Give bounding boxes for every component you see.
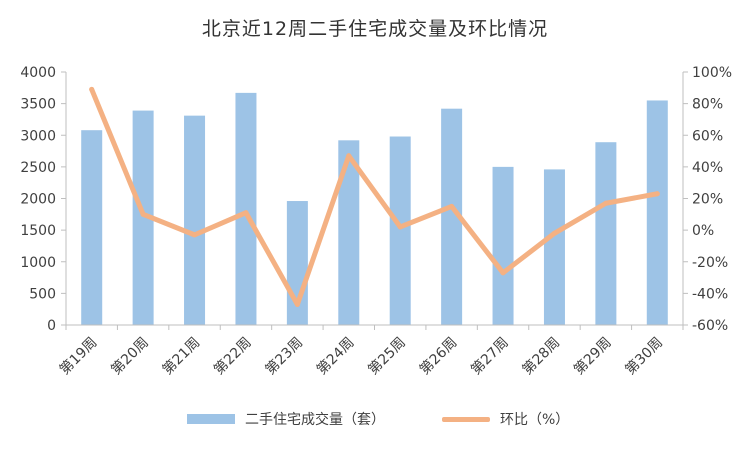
x-tick-label: 第26周	[416, 334, 460, 378]
y-right-tick-label: 60%	[692, 128, 723, 144]
legend-item-volume: 二手住宅成交量（套）	[187, 409, 385, 429]
y-left-tick-label: 2500	[20, 160, 56, 176]
y-right-tick-label: 40%	[692, 160, 723, 176]
y-right-tick-label: -60%	[692, 318, 728, 334]
y-left-tick-label: 1000	[20, 255, 56, 271]
y-right-tick-label: 20%	[692, 192, 723, 208]
legend: 二手住宅成交量（套） 环比（%）	[0, 409, 750, 433]
line-point-第24周	[346, 153, 352, 159]
y-left-tick-label: 4000	[20, 65, 56, 81]
y-left-tick-label: 2000	[20, 192, 56, 208]
y-right-tick-label: 100%	[692, 65, 732, 81]
bar-第19周	[81, 130, 103, 325]
x-tick-label: 第23周	[262, 334, 306, 378]
x-tick-label: 第19周	[56, 334, 100, 378]
chart-title: 北京近12周二手住宅成交量及环比情况	[201, 18, 549, 40]
y-right-tick-label: 0%	[692, 223, 714, 239]
x-tick-label: 第22周	[210, 334, 254, 378]
line-point-第26周	[449, 203, 455, 209]
y-right-tick-label: -20%	[692, 255, 728, 271]
y-left-tick-label: 500	[29, 286, 56, 302]
legend-label-mom: 环比（%）	[500, 412, 570, 428]
bar-第25周	[389, 136, 411, 325]
line-point-第27周	[500, 270, 506, 276]
x-tick-label: 第24周	[313, 334, 357, 378]
bar-第20周	[132, 110, 154, 326]
line-point-第29周	[603, 200, 609, 206]
y-left-tick-label: 1500	[20, 223, 56, 239]
bar-第24周	[338, 140, 360, 325]
line-point-第30周	[654, 191, 660, 197]
y-right-tick-label: -40%	[692, 286, 728, 302]
y-left-tick-label: 3500	[20, 97, 56, 113]
x-tick-label: 第29周	[570, 334, 614, 378]
line-point-第22周	[243, 210, 249, 216]
y-right-tick-label: 80%	[692, 97, 723, 113]
bar-第29周	[595, 142, 617, 325]
bar-第26周	[441, 108, 463, 325]
line-series-mom	[89, 86, 660, 307]
bar-第22周	[235, 92, 257, 325]
x-tick-label: 第27周	[467, 334, 511, 378]
line-point-第19周	[89, 86, 95, 92]
bar-第27周	[492, 166, 514, 325]
bar-第21周	[184, 115, 206, 325]
x-tick-label: 第21周	[159, 334, 203, 378]
line-point-第25周	[397, 224, 403, 230]
bar-第30周	[646, 100, 668, 326]
legend-label-volume: 二手住宅成交量（套）	[245, 412, 385, 428]
line-point-第28周	[551, 230, 557, 236]
x-tick-label: 第25周	[365, 334, 409, 378]
x-tick-label: 第28周	[519, 334, 563, 378]
line-point-第20周	[140, 211, 146, 217]
legend-swatch-bar	[187, 414, 235, 424]
line-point-第23周	[294, 301, 300, 307]
legend-swatch-line	[442, 416, 490, 422]
x-tick-label: 第30周	[622, 334, 666, 378]
y-left-tick-label: 3000	[20, 128, 56, 144]
bar-第28周	[543, 169, 565, 325]
y-left-tick-label: 0	[47, 318, 56, 334]
line-point-第21周	[192, 232, 198, 238]
x-tick-label: 第20周	[108, 334, 152, 378]
legend-item-mom: 环比（%）	[442, 409, 569, 429]
